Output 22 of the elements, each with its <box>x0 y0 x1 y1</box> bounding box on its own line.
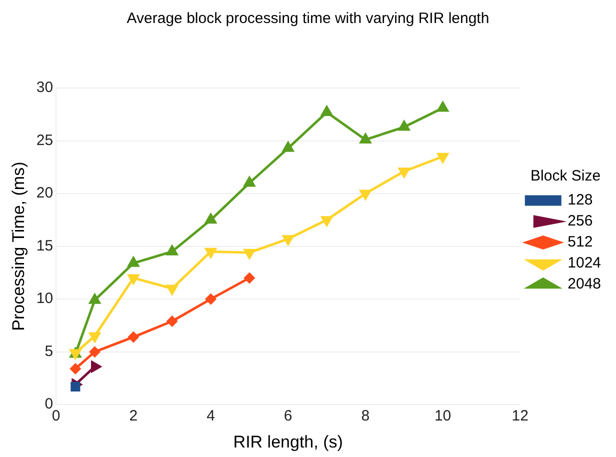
y-tick-label: 5 <box>44 342 54 360</box>
legend-label: 256 <box>568 212 593 230</box>
y-axis-title: Processing Time, (ms) <box>8 162 28 331</box>
y-tick-label: 15 <box>36 237 54 254</box>
legend-title: Block Size <box>530 168 601 185</box>
y-tick-label: 20 <box>36 184 54 202</box>
legend-label: 1024 <box>568 254 602 272</box>
x-tick-label: 6 <box>284 408 292 425</box>
y-tick-label: 30 <box>36 79 54 96</box>
x-tick-label: 4 <box>206 408 215 425</box>
y-tick-label: 0 <box>44 396 54 413</box>
x-tick-label: 10 <box>434 408 452 425</box>
x-tick-label: 12 <box>512 408 528 425</box>
x-axis-title: RIR length, (s) <box>233 432 343 452</box>
y-tick-label: 10 <box>36 290 54 308</box>
legend-label: 512 <box>568 234 593 251</box>
legend-label: 2048 <box>568 276 602 293</box>
legend-label: 128 <box>568 192 593 209</box>
x-tick-label: 2 <box>129 408 138 425</box>
chart-title: Average block processing time with varying RIR length <box>126 10 490 28</box>
x-tick-label: 8 <box>361 408 370 425</box>
y-tick-label: 25 <box>36 132 54 149</box>
